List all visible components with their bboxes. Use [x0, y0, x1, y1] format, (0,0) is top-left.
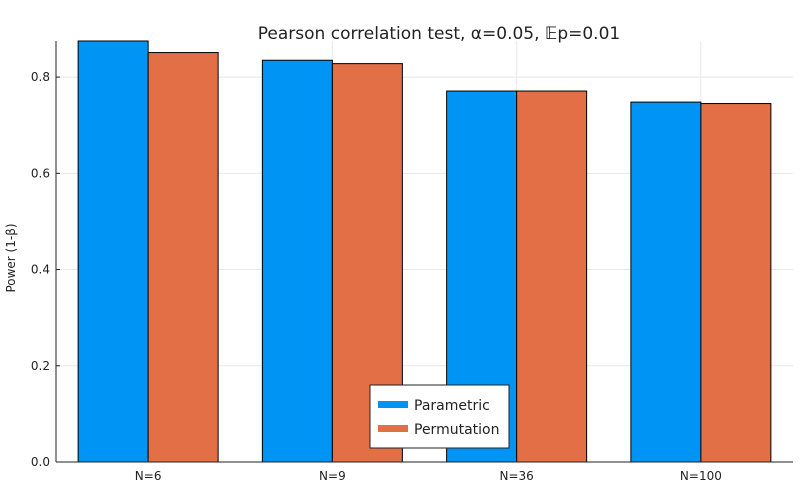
bar-permutation-n6	[147, 52, 219, 463]
y-tick-label: 0.4	[31, 263, 50, 277]
x-tick-label: N=36	[499, 469, 533, 483]
x-tick-label: N=6	[135, 469, 162, 483]
bar-parametric-n9	[261, 59, 333, 463]
chart-title: Pearson correlation test, α=0.05, 𝔼p=0.0…	[258, 24, 620, 44]
x-tick-label: N=9	[319, 469, 346, 483]
y-tick-label: 0.2	[31, 359, 50, 373]
legend-label-parametric: Parametric	[414, 398, 490, 414]
x-tick-label: N=100	[680, 469, 722, 483]
bar-parametric-n100	[630, 101, 702, 463]
legend-swatch-parametric	[378, 401, 408, 408]
y-tick-label: 0.8	[31, 70, 50, 84]
y-axis-label: Power (1-β)	[4, 223, 18, 292]
y-tick-label: 0.0	[31, 455, 50, 469]
legend-swatch-permutation	[378, 425, 408, 432]
axes-layer: 0.0 0.2 0.4 0.6 0.8 N=6 N=9 N=36 N=100	[31, 41, 793, 483]
legend: Parametric Permutation	[369, 384, 510, 449]
bar-parametric-n6	[77, 40, 149, 463]
legend-box	[369, 384, 510, 449]
bar-permutation-n100	[700, 103, 772, 463]
legend-label-permutation: Permutation	[414, 422, 499, 438]
y-tick-label: 0.6	[31, 166, 50, 180]
bars-layer	[77, 40, 772, 463]
bar-permutation-n36	[516, 90, 588, 463]
